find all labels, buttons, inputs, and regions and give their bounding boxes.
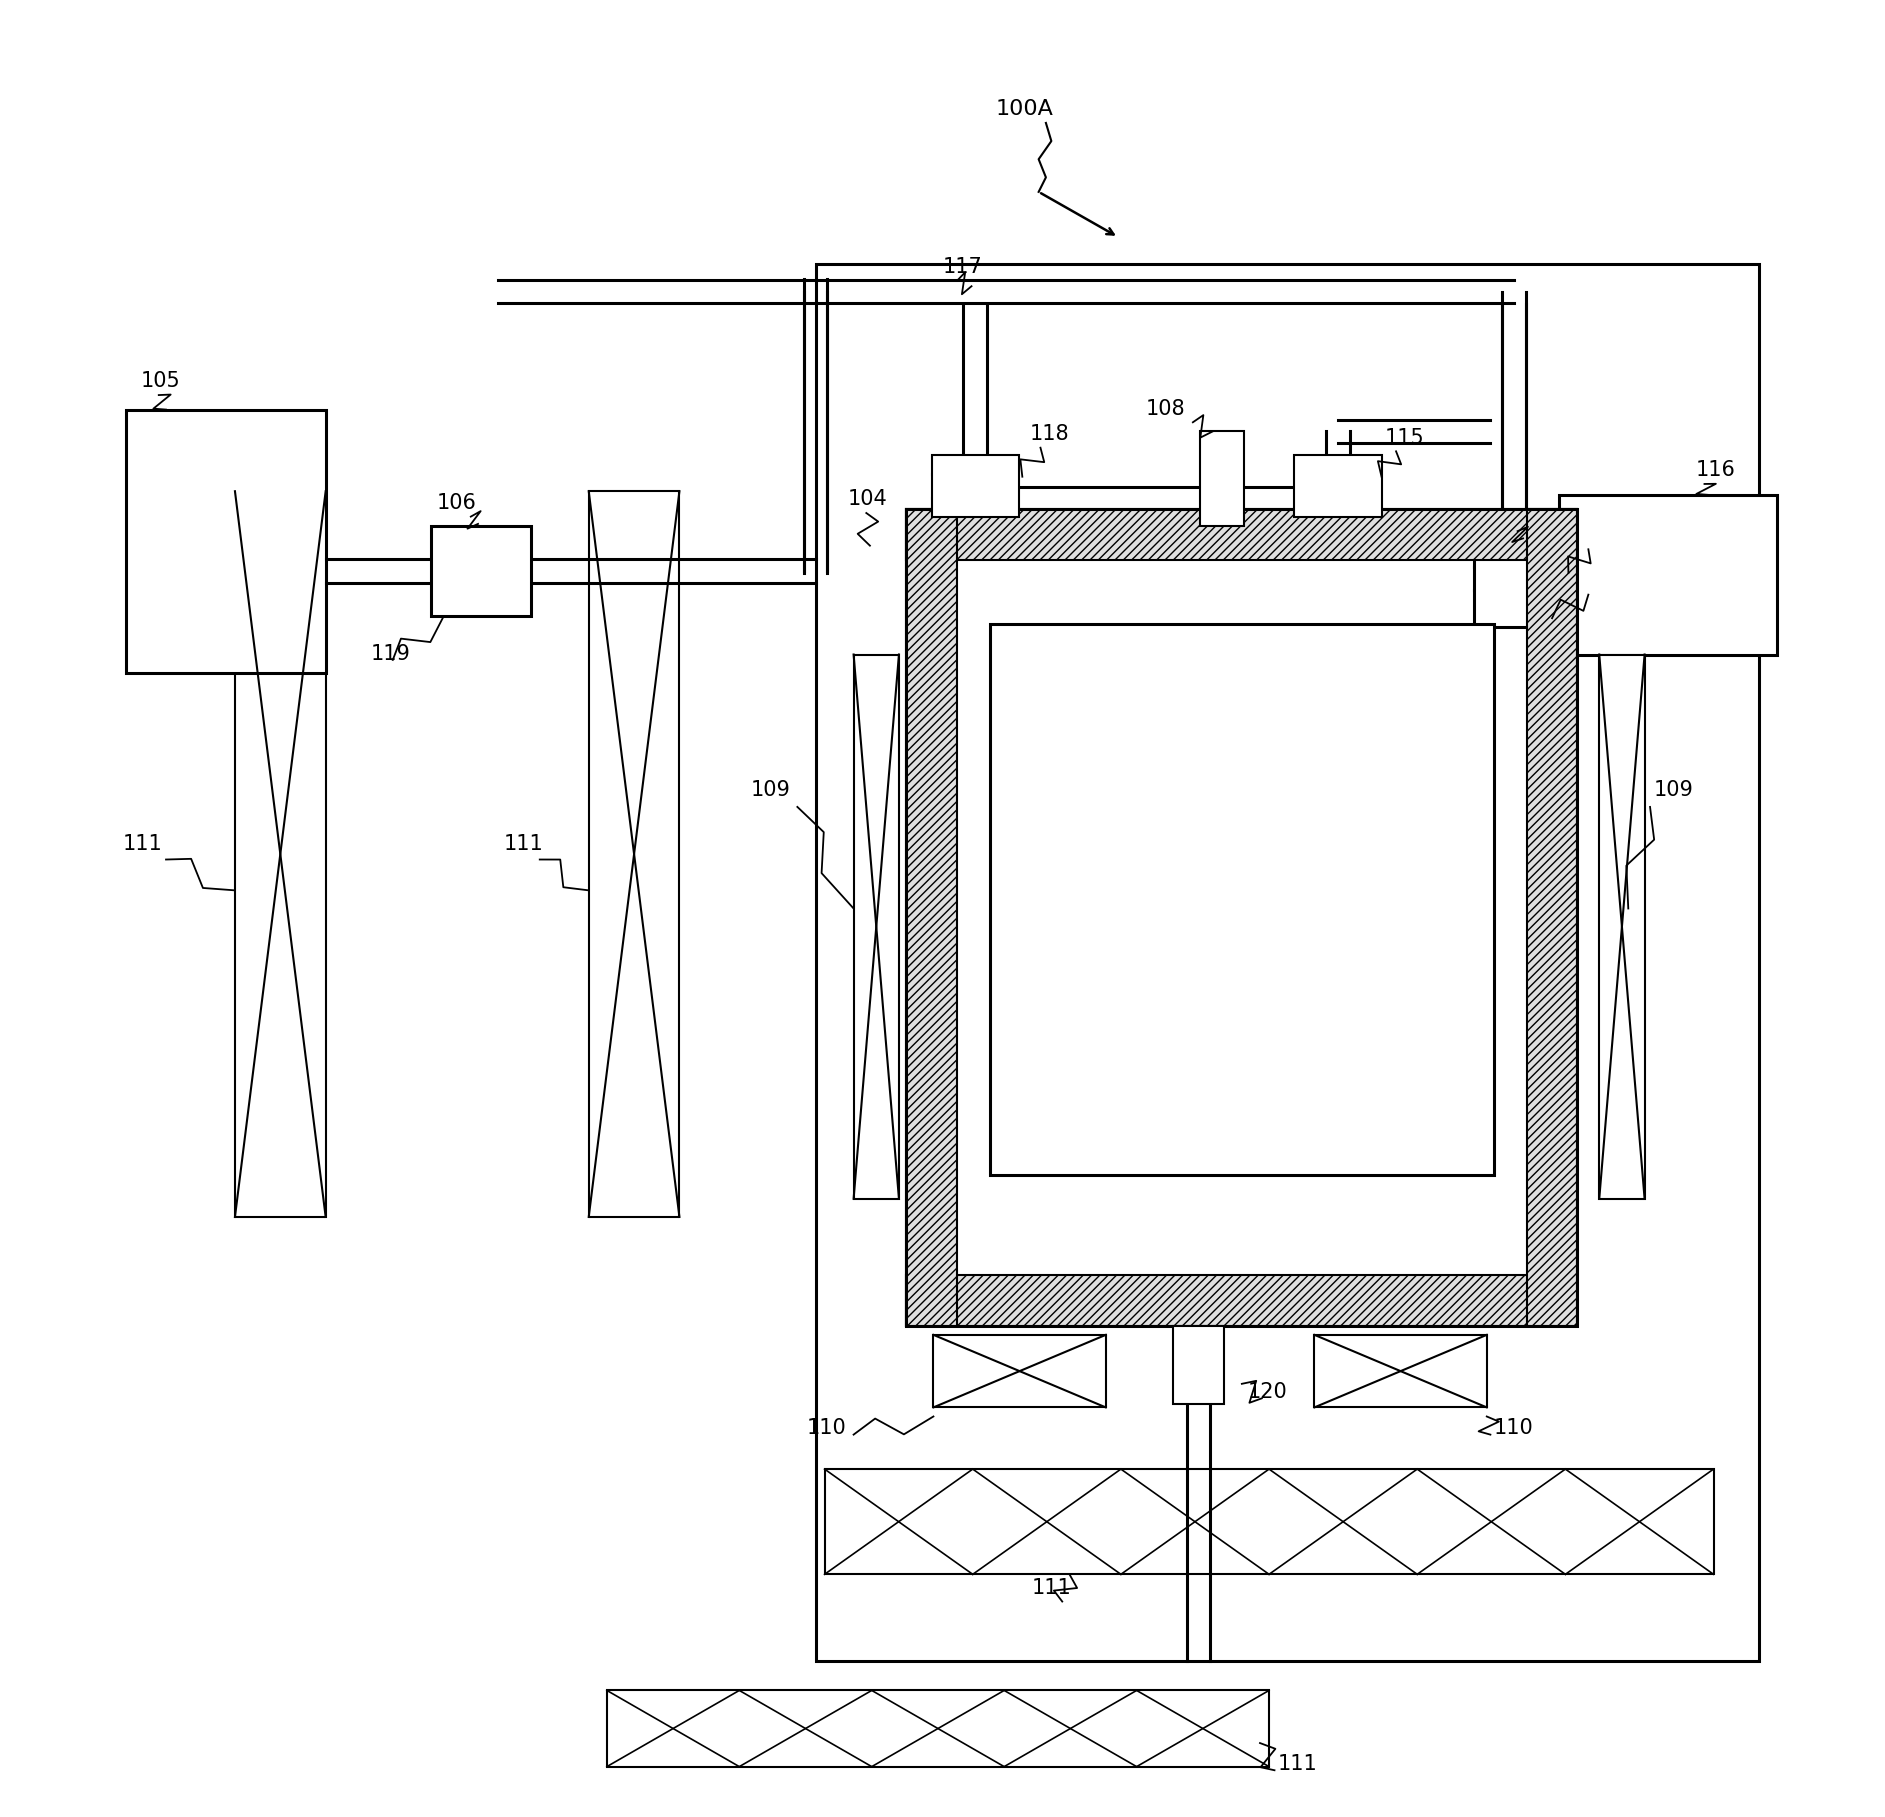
Text: 114: 114	[1482, 507, 1521, 527]
Bar	[607, 1690, 1269, 1766]
Text: 115: 115	[1385, 427, 1425, 447]
Text: 101: 101	[1593, 571, 1632, 591]
Text: 116: 116	[1695, 460, 1736, 480]
Text: 100A: 100A	[995, 100, 1054, 120]
Bar	[1295, 454, 1382, 516]
Text: 119: 119	[371, 643, 411, 663]
Text: 120: 120	[1248, 1383, 1287, 1403]
Bar	[126, 409, 326, 672]
Bar	[907, 509, 1578, 560]
Bar	[816, 265, 1759, 1661]
Bar	[1527, 509, 1578, 1326]
Text: 111: 111	[1031, 1577, 1071, 1597]
Bar	[933, 1335, 1106, 1408]
Bar	[854, 654, 899, 1199]
Bar	[1598, 654, 1644, 1199]
Text: 104: 104	[848, 489, 888, 509]
Bar	[588, 491, 679, 1217]
Text: 110: 110	[807, 1419, 846, 1439]
Bar	[236, 491, 326, 1217]
Text: 109: 109	[750, 779, 790, 799]
Bar	[1559, 494, 1778, 654]
Text: 111: 111	[503, 834, 543, 854]
Bar	[931, 454, 1018, 516]
Bar	[1172, 1326, 1223, 1405]
Bar	[1314, 1335, 1487, 1408]
Text: 106: 106	[435, 492, 477, 512]
Text: 110: 110	[1495, 1419, 1534, 1439]
Text: 117: 117	[942, 258, 982, 278]
Text: 118: 118	[1029, 423, 1069, 443]
Bar	[1474, 540, 1561, 627]
Bar	[907, 1276, 1578, 1326]
Bar	[907, 509, 1578, 1326]
Bar	[432, 525, 532, 616]
Bar	[907, 509, 958, 1326]
Text: 111: 111	[123, 834, 162, 854]
Text: 109: 109	[1653, 779, 1693, 799]
Bar	[990, 623, 1495, 1176]
Text: 111: 111	[1278, 1753, 1318, 1773]
Bar	[1201, 431, 1244, 525]
Text: 105: 105	[141, 371, 181, 391]
Text: 103: 103	[1593, 525, 1632, 545]
Text: 108: 108	[1146, 398, 1186, 418]
Bar	[824, 1470, 1713, 1574]
